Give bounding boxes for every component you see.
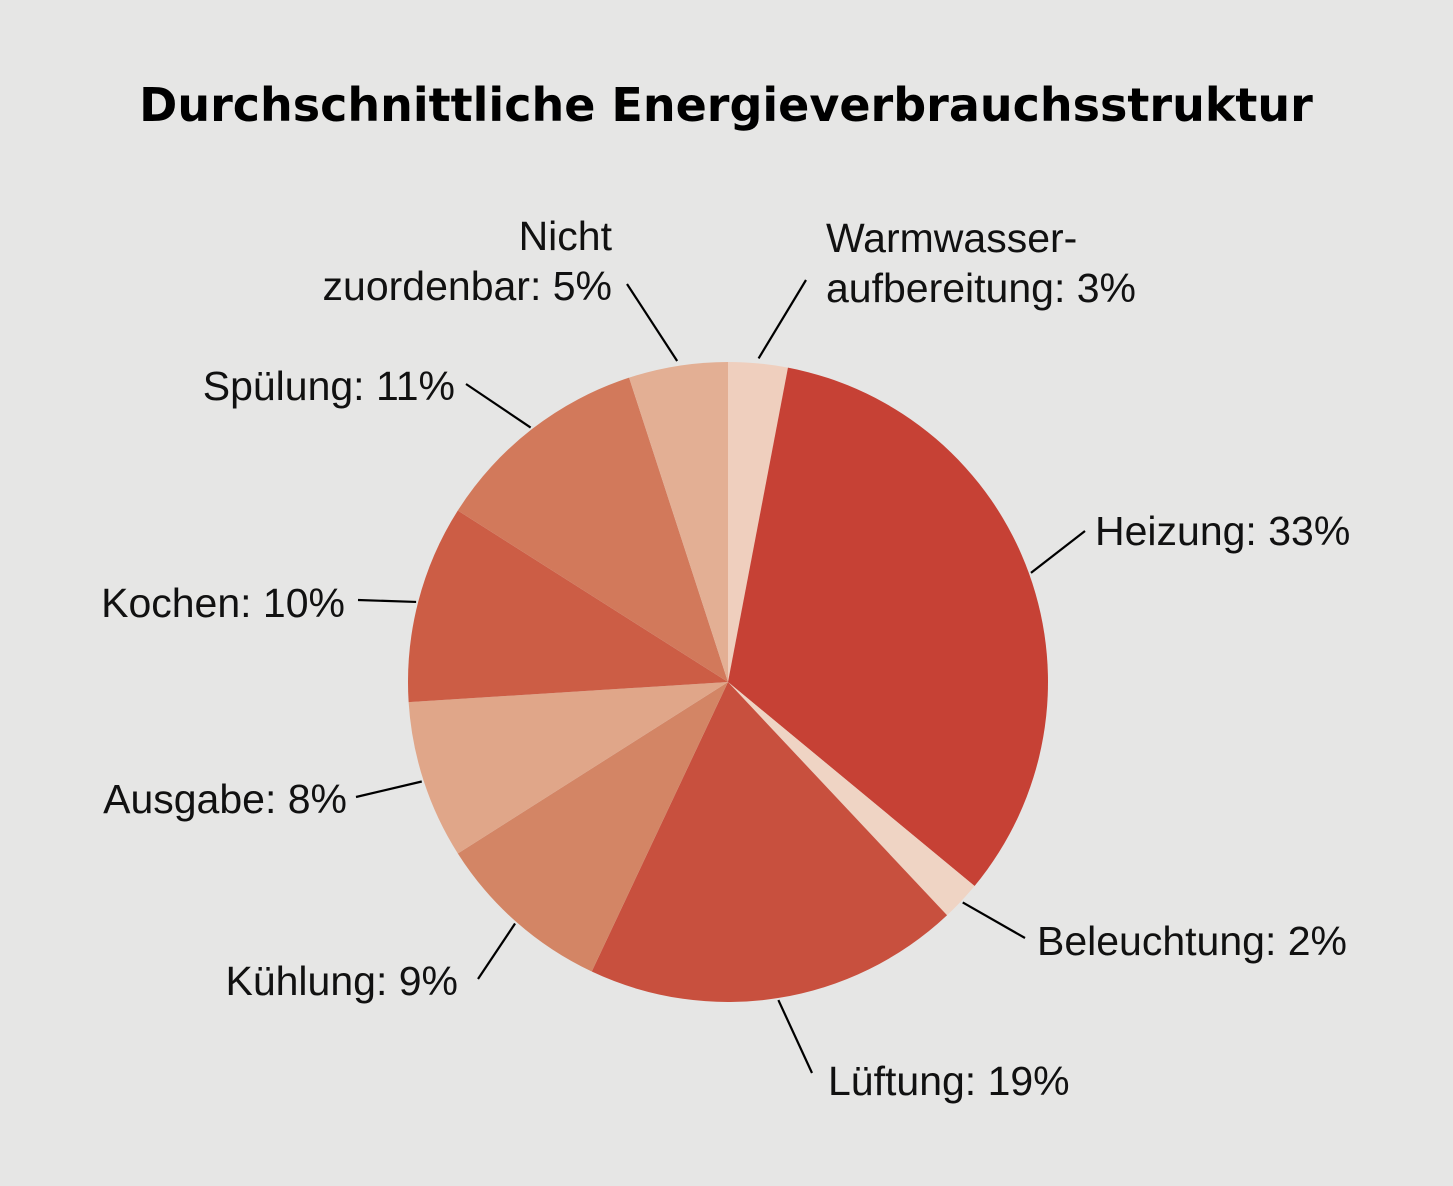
leader-line — [777, 999, 813, 1074]
pie-slices — [408, 362, 1048, 1002]
leader-line — [355, 780, 423, 799]
slice-label: Ausgabe: 8% — [103, 776, 347, 822]
pie-slice-ausgabe — [408, 682, 728, 854]
slice-label: Kochen: 10% — [101, 580, 345, 626]
leader-line — [1030, 530, 1086, 574]
pie-slice-lüftung — [591, 682, 948, 1002]
pie-slice-beleuchtung — [728, 682, 975, 916]
slice-label-line: Nicht — [519, 213, 613, 259]
leader-line — [962, 901, 1026, 939]
slice-label-line: Spülung: 11% — [203, 363, 455, 409]
slice-label-line: Lüftung: 19% — [828, 1058, 1070, 1104]
leader-line — [757, 279, 807, 360]
leader-line — [357, 598, 417, 604]
pie-slice-nicht-zuordenbar — [629, 362, 728, 682]
leader-line — [626, 283, 679, 362]
leader-line — [465, 383, 532, 429]
pie-slice-heizung — [728, 367, 1048, 886]
slice-label: Kühlung: 9% — [225, 958, 458, 1004]
chart-title: Durchschnittliche Energieverbrauchsstruk… — [139, 78, 1313, 132]
slice-label: Nicht zuordenbar: 5% — [323, 213, 613, 309]
slice-label-line: Heizung: 33% — [1095, 508, 1350, 554]
slice-labels: Warmwasser-aufbereitung: 3% Heizung: 33% B… — [101, 213, 1350, 1104]
slice-label-line: zuordenbar: 5% — [323, 263, 612, 309]
slice-label: Heizung: 33% — [1095, 508, 1350, 554]
slice-label-line: Beleuchtung: 2% — [1037, 918, 1347, 964]
slice-label: Warmwasser-aufbereitung: 3% — [826, 215, 1136, 311]
leader-line — [477, 922, 516, 980]
pie-slice-spülung — [457, 377, 728, 682]
slice-label: Beleuchtung: 2% — [1037, 918, 1347, 964]
slice-label-line: Warmwasser- — [826, 215, 1077, 261]
slice-label-line: Ausgabe: 8% — [103, 776, 347, 822]
pie-slice-warmwasser-aufbereitung — [728, 362, 788, 682]
slice-label: Spülung: 11% — [203, 363, 455, 409]
leader-lines — [355, 279, 1086, 1074]
slice-label-line: Kühlung: 9% — [225, 958, 458, 1004]
pie-slice-kühlung — [457, 682, 728, 972]
slice-label: Lüftung: 19% — [828, 1058, 1070, 1104]
slice-label-line: aufbereitung: 3% — [826, 265, 1136, 311]
slice-label-line: Kochen: 10% — [101, 580, 345, 626]
pie-slice-kochen — [408, 510, 728, 703]
